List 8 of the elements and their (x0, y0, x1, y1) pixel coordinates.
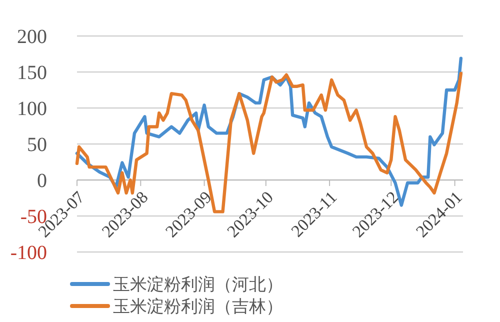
y-tick-label: 150 (17, 62, 47, 84)
y-tick-label: 100 (17, 98, 47, 120)
y-tick-label: 0 (37, 170, 47, 192)
y-tick-label: 50 (27, 134, 47, 156)
y-tick-label: -100 (10, 242, 47, 264)
y-tick-label: 200 (17, 26, 47, 48)
legend-label: 玉米淀粉利润（河北） (113, 274, 283, 295)
legend-label: 玉米淀粉利润（吉林） (113, 296, 283, 317)
